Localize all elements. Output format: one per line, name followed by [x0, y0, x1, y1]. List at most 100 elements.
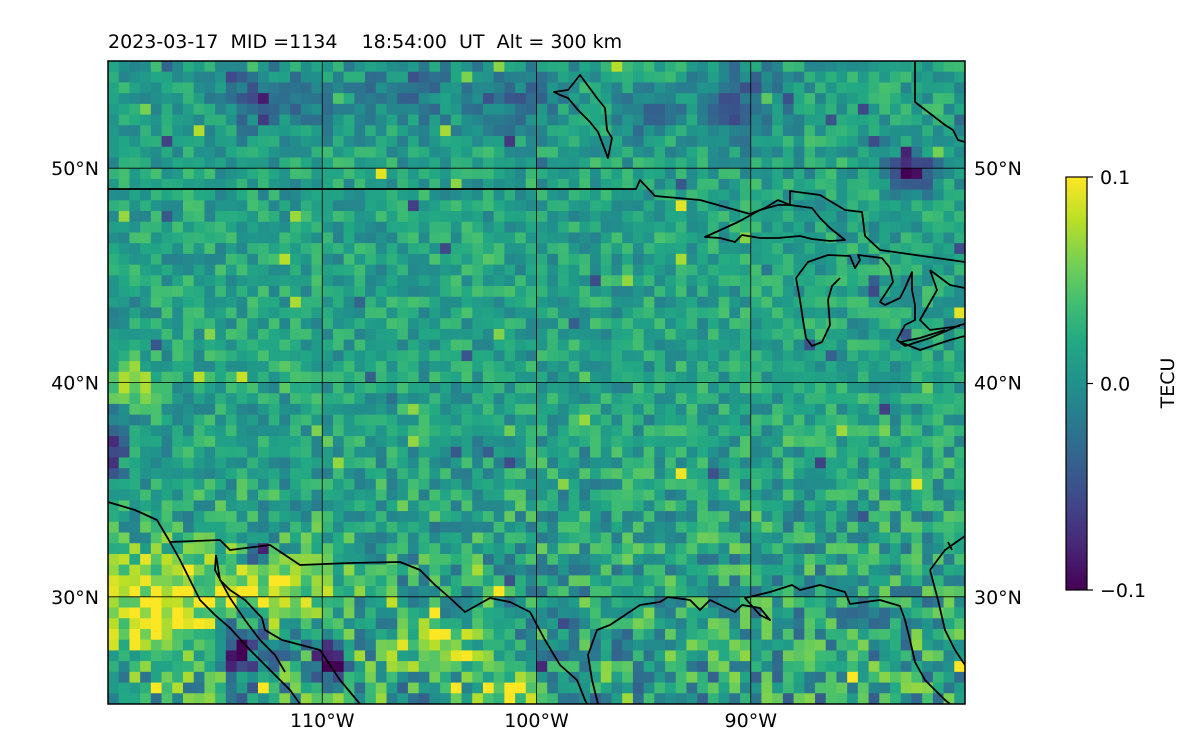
- tec-cell: [386, 414, 398, 426]
- tec-cell: [215, 596, 227, 609]
- tec-cell: [354, 382, 366, 394]
- tec-cell: [236, 521, 248, 534]
- tec-cell: [386, 478, 398, 491]
- tec-cell: [204, 650, 216, 662]
- tec-cell: [557, 436, 570, 448]
- tec-cell: [129, 596, 141, 609]
- tec-cell: [472, 264, 484, 276]
- tec-cell: [890, 436, 902, 448]
- tec-cell: [772, 286, 784, 298]
- tec-cell: [611, 682, 623, 694]
- tec-cell: [825, 468, 838, 480]
- tec-cell: [611, 189, 623, 201]
- tec-cell: [557, 146, 570, 159]
- tec-cell: [397, 628, 409, 641]
- tec-cell: [108, 425, 120, 437]
- tec-cell: [643, 553, 655, 566]
- tec-cell: [504, 328, 516, 341]
- tec-cell: [236, 403, 248, 416]
- tec-cell: [932, 157, 945, 169]
- tec-cell: [279, 543, 291, 555]
- tec-cell: [204, 264, 216, 276]
- tec-cell: [793, 82, 805, 94]
- tec-cell: [225, 693, 238, 704]
- tec-cell: [600, 639, 613, 652]
- tec-cell: [686, 253, 698, 266]
- tec-cell: [868, 61, 880, 73]
- tec-cell: [922, 296, 934, 309]
- tec-cell: [911, 543, 923, 555]
- tec-cell: [686, 511, 698, 523]
- tec-cell: [257, 264, 270, 276]
- tec-cell: [365, 639, 377, 652]
- tec-cell: [247, 296, 259, 309]
- tec-cell: [311, 693, 323, 704]
- tec-cell: [654, 489, 666, 501]
- tec-cell: [225, 168, 238, 180]
- tec-cell: [611, 371, 623, 384]
- tec-cell: [825, 339, 838, 351]
- tec-cell: [225, 243, 238, 255]
- tec-cell: [311, 350, 323, 362]
- tec-cell: [172, 125, 184, 137]
- tec-cell: [482, 264, 495, 276]
- tec-cell: [857, 61, 870, 73]
- tec-cell: [740, 436, 752, 448]
- tec-cell: [150, 586, 163, 598]
- tec-cell: [868, 446, 880, 459]
- tec-cell: [793, 125, 805, 137]
- tec-cell: [140, 318, 152, 330]
- tec-cell: [311, 639, 323, 652]
- tec-cell: [429, 543, 441, 555]
- tec-cell: [472, 157, 484, 169]
- tec-cell: [172, 650, 184, 662]
- tec-cell: [268, 61, 280, 73]
- tec-cell: [793, 671, 805, 684]
- tec-cell: [215, 307, 227, 319]
- baja-california: [169, 541, 301, 704]
- tec-cell: [407, 211, 420, 223]
- tec-cell: [429, 382, 441, 394]
- tec-cell: [407, 457, 420, 469]
- tec-cell: [932, 393, 945, 405]
- tec-cell: [193, 532, 206, 544]
- tec-cell: [557, 543, 570, 555]
- tec-cell: [172, 564, 184, 576]
- tec-cell: [793, 446, 805, 459]
- tec-cell: [450, 628, 463, 641]
- tec-cell: [129, 125, 141, 137]
- tec-cell: [118, 114, 131, 126]
- tec-cell: [461, 328, 473, 341]
- tec-cell: [461, 114, 473, 126]
- tec-cell: [622, 221, 634, 234]
- tec-cell: [504, 414, 516, 426]
- tec-cell: [257, 296, 270, 309]
- tec-cell: [140, 500, 152, 512]
- tec-cell: [397, 93, 409, 105]
- tec-cell: [729, 403, 741, 416]
- tec-cell: [300, 543, 313, 555]
- tec-cell: [879, 671, 891, 684]
- tec-cell: [943, 286, 955, 298]
- tec-cell: [954, 211, 965, 223]
- tec-cell: [772, 189, 784, 201]
- tec-cell: [343, 532, 355, 544]
- tec-cell: [782, 575, 795, 587]
- tec-cell: [525, 382, 538, 394]
- tec-cell: [461, 168, 473, 180]
- tec-cell: [600, 414, 613, 426]
- tec-cell: [643, 693, 655, 704]
- tec-cell: [568, 318, 580, 330]
- tec-cell: [257, 521, 270, 534]
- tec-cell: [332, 596, 345, 609]
- tec-cell: [504, 650, 516, 662]
- tec-cell: [825, 403, 838, 416]
- tec-cell: [322, 457, 334, 469]
- tec-cell: [515, 200, 527, 212]
- tec-cell: [354, 103, 366, 116]
- tec-cell: [247, 318, 259, 330]
- tec-cell: [686, 682, 698, 694]
- tec-cell: [236, 307, 248, 319]
- tec-cell: [354, 457, 366, 469]
- tec-cell: [504, 93, 516, 105]
